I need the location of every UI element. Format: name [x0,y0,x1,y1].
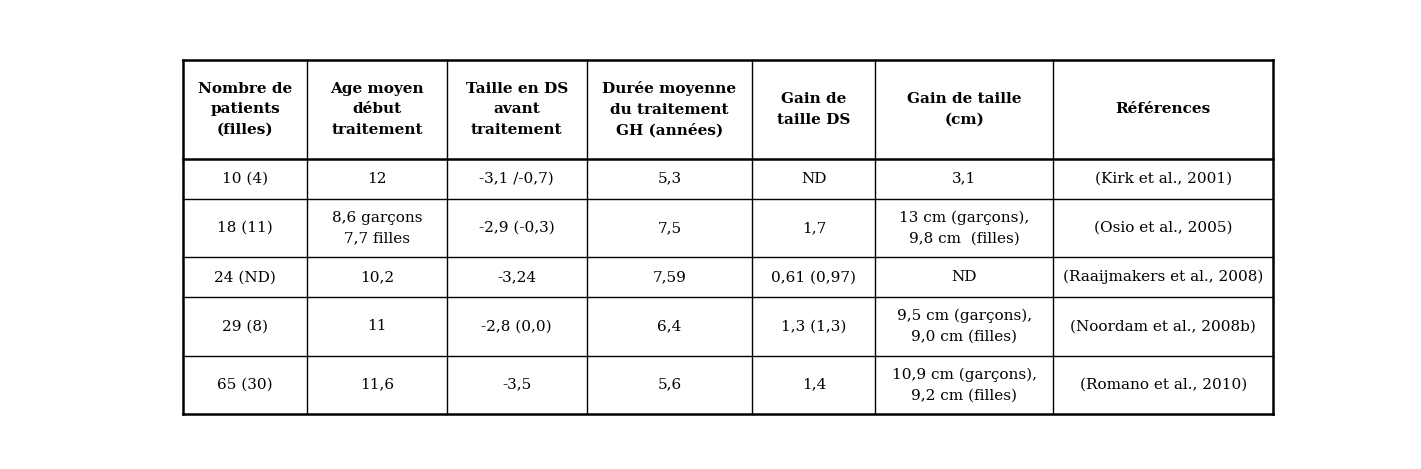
Text: -2,9 (-0,3): -2,9 (-0,3) [479,221,554,235]
Text: (Raaijmakers et al., 2008): (Raaijmakers et al., 2008) [1063,270,1263,284]
Text: 3,1: 3,1 [952,172,976,186]
Text: 10 (4): 10 (4) [222,172,269,186]
Text: (Romano et al., 2010): (Romano et al., 2010) [1080,378,1246,392]
Text: (Kirk et al., 2001): (Kirk et al., 2001) [1094,172,1232,186]
Text: Références: Références [1115,102,1211,116]
Text: 1,4: 1,4 [801,378,826,392]
Text: 12: 12 [368,172,387,186]
Text: 6,4: 6,4 [657,319,682,333]
Text: 10,9 cm (garçons),
9,2 cm (filles): 10,9 cm (garçons), 9,2 cm (filles) [892,367,1037,402]
Text: (Noordam et al., 2008b): (Noordam et al., 2008b) [1070,319,1256,333]
Text: 18 (11): 18 (11) [217,221,273,235]
Text: 5,6: 5,6 [658,378,682,392]
Text: Nombre de
patients
(filles): Nombre de patients (filles) [198,82,293,137]
Text: 0,61 (0,97): 0,61 (0,97) [772,270,857,284]
Text: Durée moyenne
du traitement
GH (années): Durée moyenne du traitement GH (années) [603,81,736,138]
Text: 1,3 (1,3): 1,3 (1,3) [782,319,847,333]
Text: 5,3: 5,3 [658,172,682,186]
Text: -3,5: -3,5 [502,378,531,392]
Text: 10,2: 10,2 [360,270,394,284]
Text: (Osio et al., 2005): (Osio et al., 2005) [1094,221,1232,235]
Text: 65 (30): 65 (30) [217,378,273,392]
Text: Taille en DS
avant
traitement: Taille en DS avant traitement [466,82,568,137]
Text: 11,6: 11,6 [360,378,394,392]
Text: 24 (ND): 24 (ND) [215,270,276,284]
Text: -2,8 (0,0): -2,8 (0,0) [482,319,553,333]
Text: -3,1 /-0,7): -3,1 /-0,7) [479,172,554,186]
Text: 11: 11 [368,319,387,333]
Text: 7,59: 7,59 [652,270,686,284]
Text: Age moyen
début
traitement: Age moyen début traitement [331,82,423,137]
Text: Gain de
taille DS: Gain de taille DS [777,92,851,127]
Text: 9,5 cm (garçons),
9,0 cm (filles): 9,5 cm (garçons), 9,0 cm (filles) [897,309,1032,344]
Text: ND: ND [952,270,978,284]
Text: 8,6 garçons
7,7 filles: 8,6 garçons 7,7 filles [333,211,422,245]
Text: ND: ND [801,172,827,186]
Text: 1,7: 1,7 [801,221,826,235]
Text: -3,24: -3,24 [497,270,536,284]
Text: Gain de taille
(cm): Gain de taille (cm) [907,92,1022,127]
Text: 7,5: 7,5 [658,221,682,235]
Text: 13 cm (garçons),
9,8 cm  (filles): 13 cm (garçons), 9,8 cm (filles) [899,211,1029,245]
Text: 29 (8): 29 (8) [222,319,269,333]
